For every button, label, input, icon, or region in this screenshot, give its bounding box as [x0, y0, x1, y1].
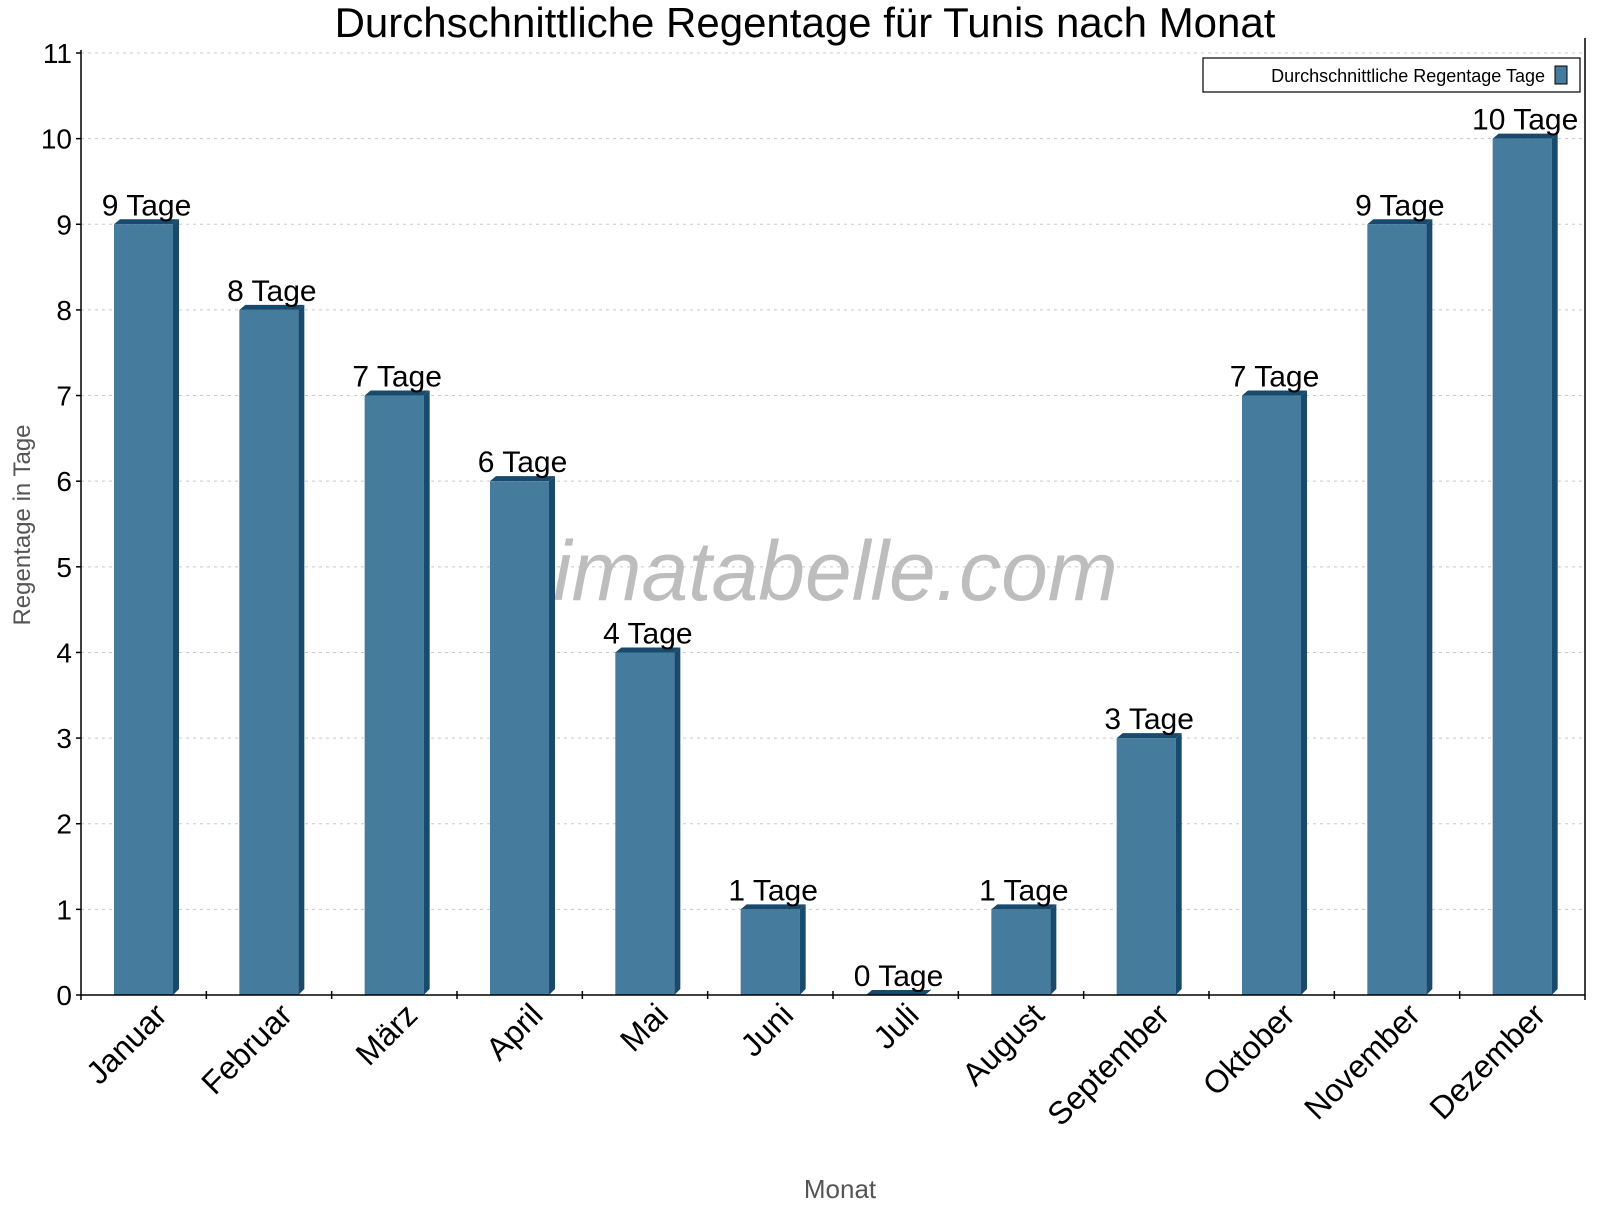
bar-side: [423, 390, 430, 996]
bar: [364, 395, 424, 996]
bar-top: [364, 390, 430, 396]
bar: [1492, 138, 1552, 996]
legend-label: Durchschnittliche Regentage Tage: [1271, 66, 1545, 86]
y-tick-label: 1: [56, 894, 72, 925]
x-tick-label: Februar: [194, 996, 299, 1101]
x-tick-label: Juli: [866, 996, 925, 1055]
data-label: 7 Tage: [352, 361, 442, 394]
x-tick-label: Juni: [733, 996, 800, 1063]
bar: [114, 224, 173, 996]
bar-top: [239, 304, 305, 310]
data-label: 1 Tage: [728, 874, 818, 907]
bar: [1242, 395, 1301, 996]
bar: [740, 909, 800, 995]
y-tick-label: 7: [56, 381, 72, 412]
data-label: 10 Tage: [1472, 104, 1578, 137]
legend-swatch: [1554, 65, 1568, 85]
y-tick-label: 8: [56, 295, 72, 326]
y-tick-label: 3: [56, 723, 72, 754]
y-tick-label: 6: [56, 466, 72, 497]
bar: [239, 309, 299, 996]
gridlines: [81, 52, 1585, 910]
x-tick-label: November: [1297, 996, 1427, 1126]
bar-side: [549, 476, 555, 995]
bar-side: [925, 989, 931, 995]
y-tick-label: 11: [43, 38, 72, 69]
x-axis-title: Monat: [804, 1174, 877, 1200]
data-label: 9 Tage: [102, 189, 192, 222]
bar-top: [1242, 390, 1307, 396]
bar-top: [1116, 733, 1182, 739]
y-tick-label: 0: [56, 980, 72, 1011]
x-tick-label: April: [479, 996, 550, 1067]
y-tick-label: 4: [56, 637, 72, 668]
bar-top: [991, 904, 1057, 910]
bar-top: [1367, 219, 1433, 225]
x-tick-label: August: [955, 996, 1051, 1092]
bar: [991, 909, 1051, 995]
bar-top: [490, 476, 555, 482]
data-label: 3 Tage: [1104, 703, 1194, 736]
bar-top: [114, 219, 179, 225]
bar-top: [740, 904, 806, 910]
legend-box: [1202, 57, 1581, 93]
data-label: 4 Tage: [603, 617, 693, 650]
bar-side: [173, 219, 179, 996]
bar-side: [799, 904, 806, 995]
x-tick-label: Januar: [79, 996, 174, 1091]
data-label: 8 Tage: [227, 275, 317, 308]
bar-side: [1551, 133, 1558, 996]
bar-top: [866, 990, 931, 995]
bar-side: [1426, 219, 1433, 996]
y-axis-title: Regentage in Tage: [9, 424, 36, 625]
chart-title: Durchschnittliche Regentage für Tunis na…: [335, 0, 1276, 46]
bar: [615, 652, 675, 995]
bar: [490, 481, 549, 995]
data-label: 9 Tage: [1355, 189, 1445, 222]
bar-side: [1301, 390, 1307, 996]
data-labels: 9 Tage 8 Tage 7 Tage 6 Tage 4 Tage 1 Tage 0 Ta…: [102, 104, 1579, 993]
legend: Durchschnittliche Regentage Tage: [1202, 57, 1581, 93]
watermark: klimatabelle.com: [492, 524, 1118, 618]
x-tick-label: September: [1040, 996, 1176, 1132]
bars: [114, 133, 1558, 996]
x-tick-label: Dezember: [1422, 996, 1552, 1126]
bar-side: [674, 647, 681, 995]
y-tick-label: 5: [56, 552, 72, 583]
bar-side: [1175, 733, 1182, 995]
bar: [1116, 738, 1176, 995]
x-tick-label: Mai: [613, 996, 675, 1058]
bar-side: [298, 304, 305, 996]
data-label: 7 Tage: [1230, 361, 1320, 394]
bar-top: [1492, 133, 1558, 139]
data-label: 1 Tage: [979, 874, 1069, 907]
x-tick-label: März: [349, 996, 425, 1072]
data-label: 0 Tage: [854, 960, 944, 993]
bar-top: [615, 647, 681, 653]
y-tick-label: 2: [56, 809, 72, 840]
y-tick-label: 9: [56, 209, 72, 240]
data-label: 6 Tage: [478, 446, 568, 479]
bar-side: [1050, 904, 1057, 995]
x-tick-label: Oktober: [1196, 996, 1302, 1102]
bar: [1367, 224, 1427, 996]
y-tick-label: 10: [41, 124, 72, 155]
